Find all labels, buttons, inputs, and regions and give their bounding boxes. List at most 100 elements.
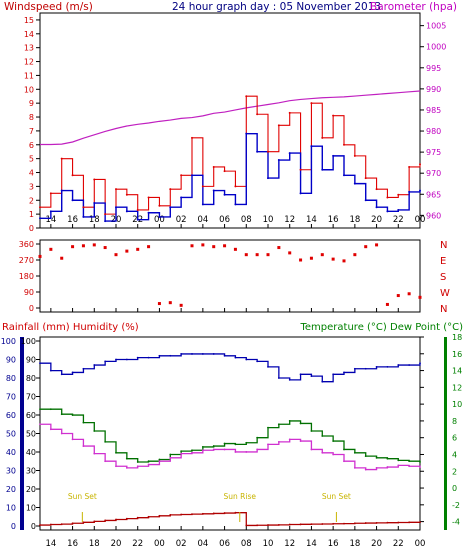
wind-average-point: [234, 203, 237, 206]
wind-y-tick-label: 0: [29, 224, 34, 233]
rainfall-y-tick-label: 60: [26, 411, 36, 420]
wind-average-point: [321, 168, 324, 171]
rainfall-y-tick-label: 30: [26, 467, 36, 476]
rainfall-point: [201, 512, 204, 515]
direction-y-tick-label: 180: [19, 272, 34, 281]
wind-gust-point: [408, 165, 411, 168]
rainfall-y-tick-label: 90: [26, 356, 36, 365]
direction-point: [92, 243, 96, 247]
temperature-point: [353, 451, 356, 454]
dewpoint-point: [191, 451, 193, 454]
dewpoint-point: [60, 432, 63, 435]
sun-event-label: Sun Rise: [224, 492, 257, 501]
temperature-point: [147, 460, 150, 463]
dewpoint-point: [375, 467, 378, 469]
humidity-point: [245, 358, 248, 361]
temperature-point: [299, 422, 302, 425]
temperature-point: [136, 461, 139, 463]
wind-average-point: [408, 190, 411, 193]
temperature-point: [180, 450, 183, 453]
wind-gust-point: [419, 163, 421, 166]
dewpoint-point: [93, 452, 96, 455]
temperature-y-tick-label: 2: [452, 467, 457, 476]
temperature-y-tick-label: 6: [452, 434, 457, 443]
wind-average-point: [397, 208, 400, 211]
x-tick-label: 04: [197, 539, 208, 549]
wind-average-point: [115, 206, 117, 209]
rainfall-point: [104, 519, 107, 522]
direction-point: [407, 292, 411, 296]
wind-y-tick-label: 15: [24, 16, 34, 25]
temperature-point: [408, 460, 411, 463]
dewpoint-point: [288, 438, 291, 441]
humidity-point: [375, 366, 378, 368]
temperature-point: [343, 448, 345, 451]
humidity-point: [419, 362, 421, 365]
compass-label: S: [440, 272, 446, 283]
wind-average-point: [158, 215, 161, 218]
wind-y-tick-label: 12: [24, 58, 34, 67]
wind-gust-point: [299, 168, 302, 171]
humidity-y-tick-label: 10: [6, 504, 16, 513]
x-tick-label: 18: [89, 539, 100, 549]
temperature-point: [397, 459, 400, 462]
x-tick-label: 20: [111, 539, 122, 549]
dewpoint-point: [245, 451, 248, 453]
wind-gust-point: [223, 170, 226, 173]
wind-average-point: [332, 154, 335, 157]
rainfall-point: [386, 521, 389, 524]
humidity-axis-bar: [20, 337, 24, 530]
wind-average-point: [93, 202, 96, 205]
dewpoint-point: [82, 445, 85, 447]
wind-gust-point: [49, 192, 52, 195]
dewpoint-point: [267, 443, 269, 446]
humidity-line: [40, 353, 421, 383]
wind-gust-point: [136, 208, 139, 211]
temperature-point: [169, 453, 172, 456]
temperature-y-tick-label: 8: [452, 417, 457, 426]
humidity-point: [364, 367, 367, 370]
x-tick-label: 16: [67, 539, 78, 549]
rainfall-point: [277, 523, 280, 526]
dewpoint-point: [136, 465, 139, 468]
x-tick-label: 00: [154, 539, 165, 549]
wind-gust-point: [180, 174, 183, 177]
baro-y-tick-label: 985: [426, 106, 441, 115]
humidity-y-tick-label: 60: [6, 411, 16, 420]
humidity-point: [93, 364, 96, 366]
dewpoint-line: [40, 423, 421, 471]
direction-point: [168, 301, 172, 305]
rainfall-point: [147, 515, 150, 518]
wind-gust-point: [60, 157, 63, 160]
direction-point: [331, 257, 335, 261]
dewpoint-point: [104, 460, 107, 463]
x-tick-label: 22: [393, 215, 404, 225]
temperature-point: [223, 442, 226, 445]
humidity-point: [180, 353, 183, 355]
humidity-y-tick-label: 40: [6, 448, 16, 457]
direction-point: [255, 253, 259, 257]
wind-y-tick-label: 11: [24, 71, 34, 80]
baro-y-tick-label: 975: [426, 148, 441, 157]
x-tick-label: 00: [415, 215, 426, 225]
baro-y-tick-label: 965: [426, 190, 441, 199]
wind-gust-point: [71, 174, 74, 177]
x-tick-label: 20: [371, 215, 382, 225]
humidity-point: [256, 360, 259, 363]
rainfall-y-tick-label: 80: [26, 374, 36, 383]
wind-y-tick-label: 14: [24, 30, 34, 39]
header-barometer-label: Barometer (hpa): [370, 1, 457, 13]
humidity-point: [310, 375, 313, 378]
wind-average-point: [299, 192, 302, 195]
wind-y-tick-label: 5: [29, 155, 34, 164]
humidity-point: [288, 378, 291, 381]
direction-y-tick-label: 270: [19, 256, 34, 265]
humidity-point: [332, 373, 335, 376]
rainfall-y-tick-label: 70: [26, 393, 36, 402]
wind-average-point: [386, 210, 389, 213]
wind-gust-point: [256, 113, 259, 116]
dewpoint-point: [408, 465, 411, 468]
wind-average-point: [125, 210, 128, 213]
x-tick-label: 06: [219, 215, 230, 225]
humidity-point: [136, 356, 139, 359]
